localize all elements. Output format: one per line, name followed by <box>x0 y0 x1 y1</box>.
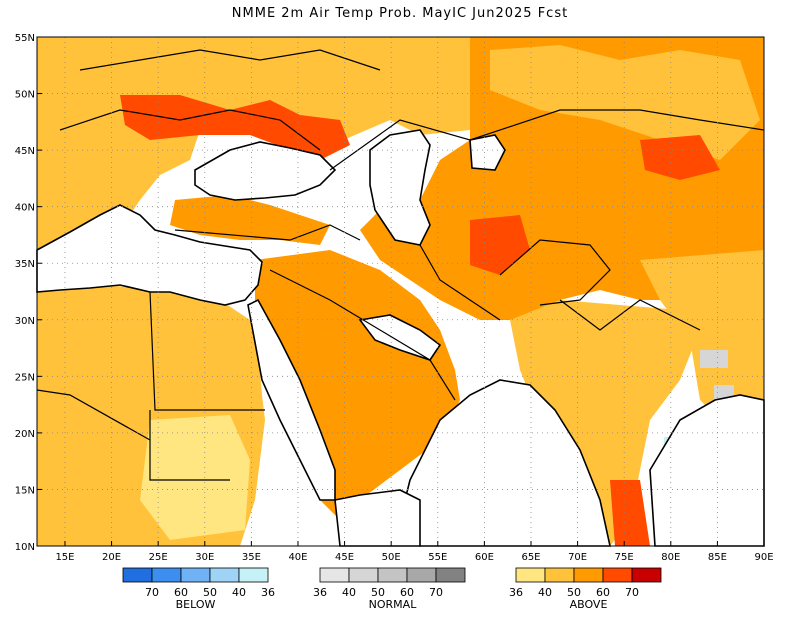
shade-india <box>510 300 700 546</box>
legend-tick: 60 <box>400 586 414 599</box>
legend-swatch <box>348 567 379 583</box>
gulf-of-aden <box>334 489 421 547</box>
lat-label: 35N <box>15 259 35 270</box>
legend-swatch <box>515 567 546 583</box>
lat-label: 10N <box>15 542 35 553</box>
legend-tick: 60 <box>174 586 188 599</box>
lon-label: 30E <box>195 552 214 563</box>
persian-gulf <box>358 314 442 361</box>
legend-tick: 36 <box>509 586 523 599</box>
lon-label: 60E <box>475 552 494 563</box>
border-turkey <box>174 224 361 241</box>
legend-swatch <box>319 567 350 583</box>
map-frame <box>36 36 765 547</box>
lat-label: 55N <box>15 33 35 44</box>
red-sea <box>247 298 336 501</box>
shade-india-hot <box>610 480 650 546</box>
legend-tick: 36 <box>313 586 327 599</box>
border-chad <box>36 389 151 441</box>
lat-label: 15N <box>15 485 35 496</box>
lat-label: 40N <box>15 203 35 214</box>
legend-tick: 50 <box>371 586 385 599</box>
border-iran <box>419 244 501 321</box>
border-afghan <box>499 239 611 306</box>
lon-label: 85E <box>708 552 727 563</box>
mediterranean-sea <box>36 204 263 306</box>
legend-name: ABOVE <box>570 598 608 611</box>
shade-north-africa-light <box>140 415 250 540</box>
legend-name: BELOW <box>176 598 216 611</box>
lon-label: 65E <box>521 552 540 563</box>
border-sudan <box>149 410 230 481</box>
black-sea <box>194 141 337 201</box>
aral-sea <box>469 134 506 171</box>
border-kazakh <box>329 109 765 171</box>
legend-swatch <box>377 567 408 583</box>
latitude-labels: 55N 50N 45N 40N 35N 30N 25N 20N 15N 10N <box>15 33 42 553</box>
legend-swatch <box>406 567 437 583</box>
lon-label: 15E <box>55 552 74 563</box>
country-borders <box>36 49 765 481</box>
legend-tick: 40 <box>232 586 246 599</box>
shade-normal-1 <box>700 350 728 368</box>
legend-swatch <box>209 567 240 583</box>
legend-swatch <box>602 567 633 583</box>
border-india <box>559 299 701 331</box>
lon-label: 75E <box>615 552 634 563</box>
caspian-sea <box>369 129 431 246</box>
lat-label: 45N <box>15 146 35 157</box>
lon-label: 25E <box>149 552 168 563</box>
lon-label: 55E <box>428 552 447 563</box>
legend-tick: 50 <box>567 586 581 599</box>
legend-swatch <box>180 567 211 583</box>
lon-label: 20E <box>102 552 121 563</box>
lon-label: 80E <box>661 552 680 563</box>
lon-label: 50E <box>382 552 401 563</box>
shade-central-asia-light <box>490 45 760 160</box>
gridlines <box>37 37 764 546</box>
lat-label: 20N <box>15 429 35 440</box>
shade-iran-hot <box>470 215 530 275</box>
lat-label: 50N <box>15 90 35 101</box>
legend-swatch <box>631 567 662 583</box>
legend-normal: 36 40 50 60 70 NORMAL <box>313 567 466 611</box>
shade-kazakh-hot <box>640 135 720 180</box>
legend-tick: 40 <box>342 586 356 599</box>
legend-swatch <box>238 567 269 583</box>
legend-swatch <box>435 567 466 583</box>
lon-label: 90E <box>754 552 773 563</box>
border-europe-2 <box>79 49 381 71</box>
legend-swatch <box>544 567 575 583</box>
map-area <box>36 36 765 547</box>
longitude-labels: 15E 20E 25E 30E 35E 40E 45E 50E 55E 60E 65E 70E 75E 8… <box>55 541 774 563</box>
legend-tick: 70 <box>145 586 159 599</box>
legend-tick: 70 <box>625 586 639 599</box>
legend-tick: 70 <box>429 586 443 599</box>
shade-europe-hot <box>120 95 350 160</box>
legend-tick: 60 <box>596 586 610 599</box>
lon-label: 45E <box>335 552 354 563</box>
lon-label: 35E <box>242 552 261 563</box>
legend-below: 70 60 50 40 36 BELOW <box>122 567 275 611</box>
border-europe <box>59 109 321 151</box>
legend-name: NORMAL <box>369 598 418 611</box>
lat-label: 25N <box>15 372 35 383</box>
legend-swatch <box>573 567 604 583</box>
lat-label: 30N <box>15 316 35 327</box>
map-title: NMME 2m Air Temp Prob. MayIC Jun2025 Fcs… <box>231 6 569 21</box>
legend-swatch <box>122 567 153 583</box>
border-north-africa <box>149 291 265 411</box>
legend-tick: 50 <box>203 586 217 599</box>
probability-shading <box>37 37 764 546</box>
legend-tick: 40 <box>538 586 552 599</box>
legend-tick: 36 <box>261 586 275 599</box>
legend-above: 36 40 50 60 70 ABOVE <box>509 567 662 611</box>
legend-swatch <box>151 567 182 583</box>
border-arabia <box>269 269 456 401</box>
water-bodies <box>36 129 765 547</box>
lon-label: 40E <box>288 552 307 563</box>
lon-label: 70E <box>568 552 587 563</box>
